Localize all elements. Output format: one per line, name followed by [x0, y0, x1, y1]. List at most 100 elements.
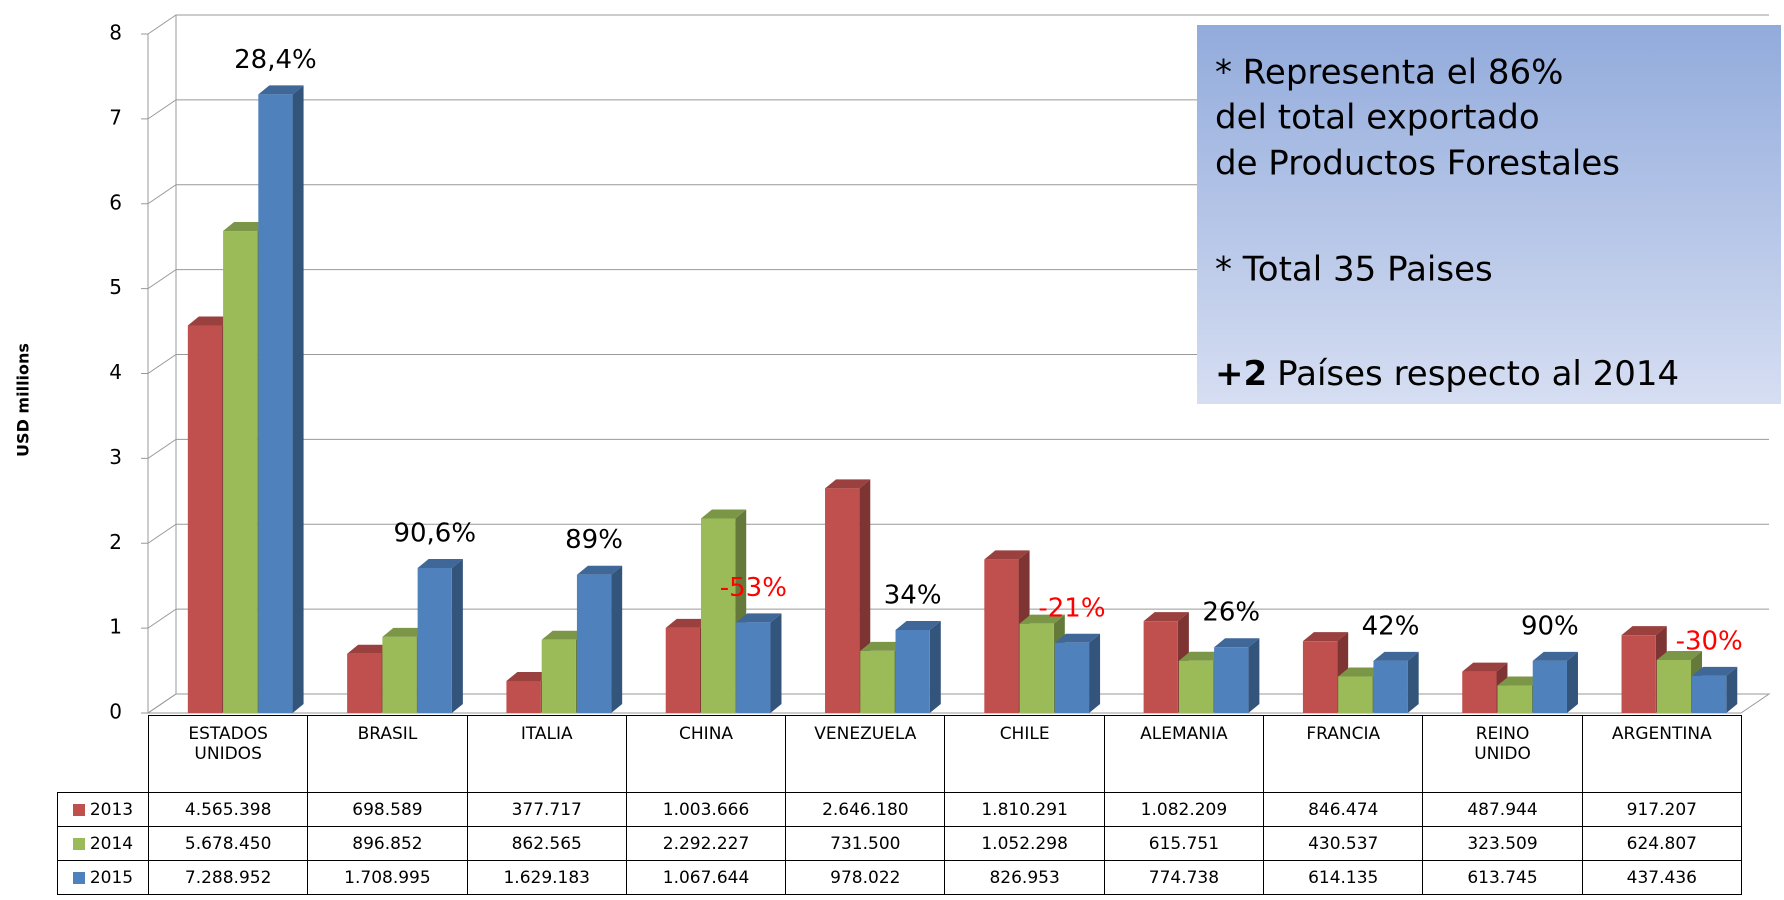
legend-cell: 2013	[57, 792, 149, 827]
grid-line	[147, 608, 1769, 629]
table-value: 731.500	[785, 826, 946, 861]
bar-front	[576, 574, 612, 713]
table-value: 613.745	[1422, 860, 1583, 895]
note-line: * Representa el 86%	[1215, 53, 1563, 93]
legend-swatch	[72, 803, 85, 816]
bar-front	[506, 680, 541, 713]
table-value: 1.067.644	[625, 860, 787, 895]
bar-front	[347, 653, 382, 713]
table-value: 437.436	[1581, 860, 1742, 895]
bar-front	[1373, 660, 1408, 713]
note-line: +2 Países respecto al 2014	[1215, 354, 1679, 394]
note-bold: +2	[1215, 354, 1267, 394]
y-axis-label: USD millions	[14, 343, 33, 457]
legend-swatch	[72, 837, 85, 850]
table-value: 1.003.666	[625, 792, 787, 827]
category-label: ALEMANIA	[1140, 724, 1228, 744]
table-value: 377.717	[466, 792, 627, 827]
bar-front	[541, 639, 576, 713]
bar-top	[347, 644, 393, 654]
bar-top	[1143, 612, 1189, 622]
annotation: 89%	[565, 525, 623, 555]
note-line: * Total 35 Paises	[1215, 250, 1493, 290]
table-value: 698.589	[307, 792, 468, 827]
table-header-cell: CHINA	[625, 715, 787, 793]
bar-top	[1621, 626, 1667, 636]
bar-top	[576, 565, 623, 575]
bar-front	[417, 567, 452, 713]
note-box	[1197, 25, 1781, 404]
table-header-cell: BRASIL	[307, 715, 468, 793]
category-label: FRANCIA	[1306, 724, 1381, 744]
bar-top	[1178, 651, 1225, 661]
table-value: 487.944	[1422, 792, 1583, 827]
table-header-cell: ARGENTINA	[1581, 715, 1742, 793]
bar-top	[1019, 614, 1065, 624]
annotation: -21%	[1038, 593, 1105, 623]
bar-front	[984, 559, 1019, 713]
bar-top	[1214, 638, 1260, 648]
grid-line	[147, 523, 1769, 544]
bar-side	[770, 613, 782, 713]
table-value: 614.135	[1263, 860, 1424, 895]
table-value: 323.509	[1422, 826, 1583, 861]
annotation: -30%	[1676, 626, 1743, 656]
bar-front	[860, 650, 895, 713]
category-label: VENEZUELA	[814, 724, 917, 744]
bar-top	[382, 627, 428, 637]
table-value: 1.810.291	[944, 792, 1105, 827]
bar-side	[451, 558, 463, 713]
table-row: 2013 4.565.398 698.589 377.717 1.003.666 2.64…	[57, 792, 1742, 827]
bar-front	[700, 518, 736, 713]
bar-front	[1497, 685, 1532, 713]
bar-front	[665, 627, 700, 713]
bar-top	[187, 316, 234, 326]
table-value: 1.629.183	[466, 860, 627, 895]
bar	[1302, 632, 1349, 713]
table-value: 5.678.450	[147, 826, 309, 861]
category-label: ITALIA	[520, 724, 573, 744]
bar-top	[1497, 676, 1543, 686]
table-value: 774.738	[1103, 860, 1265, 895]
annotation: 90%	[1521, 611, 1579, 641]
y-tick-label: 7	[109, 105, 122, 129]
grid-line	[147, 14, 1769, 35]
annotation: 26%	[1202, 598, 1260, 628]
bar-top	[1338, 667, 1384, 677]
bar	[1373, 651, 1419, 713]
category-label: ESTADOS UNIDOS	[188, 724, 268, 764]
bar-front	[1302, 641, 1338, 713]
bar	[1532, 651, 1578, 713]
table-value: 978.022	[785, 860, 946, 895]
table-value: 4.565.398	[147, 792, 309, 827]
table-header-cell: FRANCIA	[1263, 715, 1424, 793]
bar-front	[1656, 659, 1692, 713]
legend-cell: 2014	[57, 826, 149, 861]
bar	[417, 558, 463, 713]
bar-top	[700, 509, 747, 519]
bar-side	[1726, 666, 1738, 713]
bar-top	[825, 479, 871, 489]
bar-top	[895, 620, 941, 630]
bar-side	[292, 85, 304, 713]
category-label: ARGENTINA	[1611, 724, 1712, 744]
table-value: 2.292.227	[625, 826, 787, 861]
category-label: CHINA	[679, 724, 734, 744]
bar-side	[611, 565, 623, 713]
table-value: 846.474	[1263, 792, 1424, 827]
bar-front	[187, 325, 223, 713]
y-tick-label: 3	[109, 445, 122, 469]
bar-front	[382, 636, 417, 713]
bar-top	[984, 550, 1030, 560]
bar-top	[1054, 633, 1101, 643]
bar	[576, 565, 623, 713]
bar-side	[1566, 651, 1578, 713]
table-header-row: ESTADOS UNIDOS BRASIL ITALIA CHINA VENEZUELA…	[58, 715, 1742, 793]
table-header-cell: ALEMANIA	[1103, 715, 1265, 793]
note-line: de Productos Forestales	[1215, 144, 1620, 184]
category-label: BRASIL	[357, 724, 418, 744]
y-tick-label: 6	[109, 190, 122, 214]
bar-front	[1692, 675, 1727, 713]
